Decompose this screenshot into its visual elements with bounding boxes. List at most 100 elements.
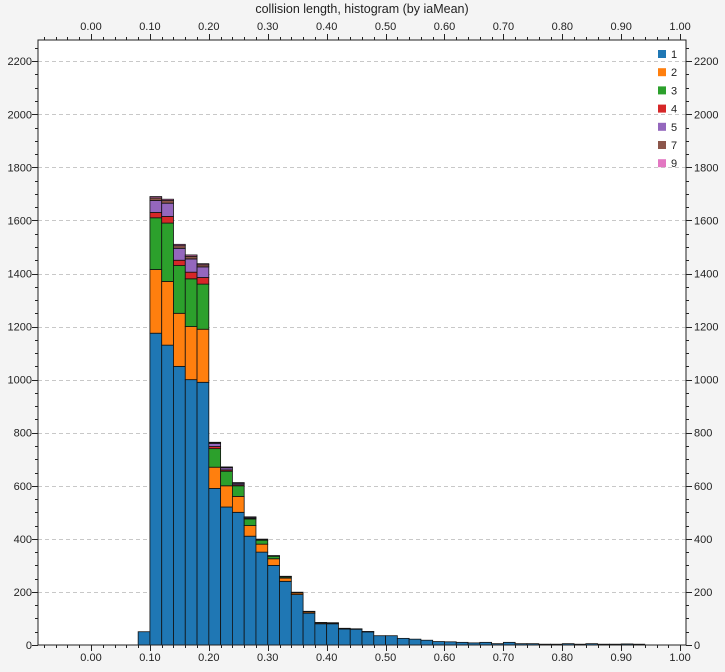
bar-series-5 (267, 555, 280, 557)
bar-series-3 (338, 627, 351, 630)
bar-series-3 (326, 622, 339, 624)
legend-label-4: 4 (671, 104, 677, 116)
y-tick-label: 1800 (8, 162, 32, 174)
bar-series-9 (184, 254, 198, 257)
y-tick-label-right: 600 (694, 481, 712, 493)
bar-series-2 (255, 543, 269, 553)
bar-series-1 (267, 564, 280, 646)
legend-swatch-9 (658, 159, 666, 168)
bar-series-5 (279, 575, 292, 578)
y-tick-label-right: 1800 (694, 162, 718, 174)
bar-series-1 (302, 612, 316, 646)
bar-series-1 (137, 631, 151, 646)
bar-series-9 (220, 466, 233, 468)
bar-series-5 (208, 442, 222, 447)
bar-series-1 (279, 580, 292, 646)
bar-series-3 (161, 222, 174, 282)
legend-label-1: 1 (671, 49, 677, 61)
bar-series-2 (196, 328, 210, 383)
bar-series-2 (161, 281, 174, 346)
bar-series-1 (373, 635, 386, 646)
bar-series-3 (173, 265, 186, 314)
y-tick-label-right: 1600 (694, 215, 718, 227)
bar-series-1 (408, 638, 422, 646)
bar-series-9 (161, 198, 174, 201)
y-tick-label-right: 400 (694, 534, 712, 546)
bar-series-3 (149, 217, 163, 270)
bar-series-5 (184, 258, 198, 273)
bar-series-1 (432, 641, 445, 646)
bar-series-5 (161, 202, 174, 217)
x-tick-label-top: 0.70 (493, 21, 514, 33)
x-tick-label-top: 0.40 (316, 21, 337, 33)
legend-label-3: 3 (671, 85, 677, 97)
bar-series-4 (196, 277, 210, 285)
bar-series-1 (361, 631, 375, 646)
bar-series-2 (149, 269, 163, 334)
x-tick-label-top: 0.30 (257, 21, 278, 33)
bar-series-4 (149, 212, 163, 219)
bar-series-1 (243, 535, 257, 646)
bar-series-3 (314, 622, 328, 624)
bar-series-5 (173, 247, 186, 261)
bar-series-3 (255, 539, 269, 545)
y-tick-label-right: 1200 (694, 322, 718, 334)
x-tick-label-top: 0.90 (610, 21, 631, 33)
histogram-bars (137, 196, 646, 646)
bar-series-2 (361, 631, 375, 633)
legend-swatch-1 (658, 50, 666, 58)
bar-series-2 (231, 495, 245, 513)
bar-series-1 (231, 511, 245, 646)
x-tick-label: 0.20 (198, 652, 219, 664)
y-tick-label: 1400 (8, 269, 32, 281)
bar-series-9 (173, 243, 186, 247)
x-tick-label: 0.80 (552, 652, 573, 664)
bar-series-1 (338, 628, 351, 646)
x-tick-label: 0.60 (434, 652, 455, 664)
bar-series-4 (161, 216, 174, 224)
plot-area (38, 40, 686, 645)
bar-series-1 (196, 381, 210, 646)
x-tick-label-top: 0.60 (434, 21, 455, 33)
bar-series-1 (149, 332, 163, 646)
axes: 0.00 0.00 0.10 0.10 0.20 0.20 0.30 0.30 0.40 0.40… (8, 21, 719, 664)
bar-series-9 (149, 196, 163, 199)
y-tick-label-right: 2000 (694, 109, 718, 121)
bar-series-2 (279, 577, 292, 582)
y-tick-label: 1200 (8, 322, 32, 334)
x-tick-label: 0.10 (139, 652, 160, 664)
bar-series-1 (314, 623, 328, 646)
bar-series-2 (173, 312, 186, 367)
y-tick-label: 800 (14, 428, 32, 440)
x-tick-label-top: 0.00 (80, 21, 101, 33)
bar-series-5 (149, 200, 163, 213)
y-tick-label: 200 (14, 587, 32, 599)
bar-series-9 (196, 263, 210, 266)
y-tick-label-right: 0 (694, 640, 700, 652)
y-tick-label-right: 2200 (694, 56, 718, 68)
bar-series-3 (208, 448, 222, 468)
bar-series-1 (326, 623, 339, 646)
bar-series-1 (173, 365, 186, 646)
bar-series-1 (385, 635, 398, 646)
legend-label-5: 5 (671, 122, 677, 134)
bar-series-1 (208, 488, 222, 646)
bar-series-5 (255, 538, 269, 541)
legend-swatch-2 (658, 68, 666, 77)
bar-series-9 (231, 482, 245, 484)
bar-series-7 (243, 516, 257, 518)
bar-series-1 (396, 637, 410, 646)
y-tick-label: 400 (14, 534, 32, 546)
gridlines (38, 61, 686, 593)
bar-series-5 (196, 266, 210, 278)
y-tick-label: 0 (26, 640, 32, 652)
legend: 1 2 3 4 5 7 9 (658, 49, 677, 170)
x-tick-label: 0.00 (80, 652, 101, 664)
y-tick-label: 2200 (8, 56, 32, 68)
legend-swatch-3 (658, 86, 666, 95)
bar-series-3 (290, 591, 304, 594)
legend-label-7: 7 (671, 140, 677, 152)
legend-label-2: 2 (671, 67, 677, 79)
bar-series-1 (220, 506, 233, 646)
